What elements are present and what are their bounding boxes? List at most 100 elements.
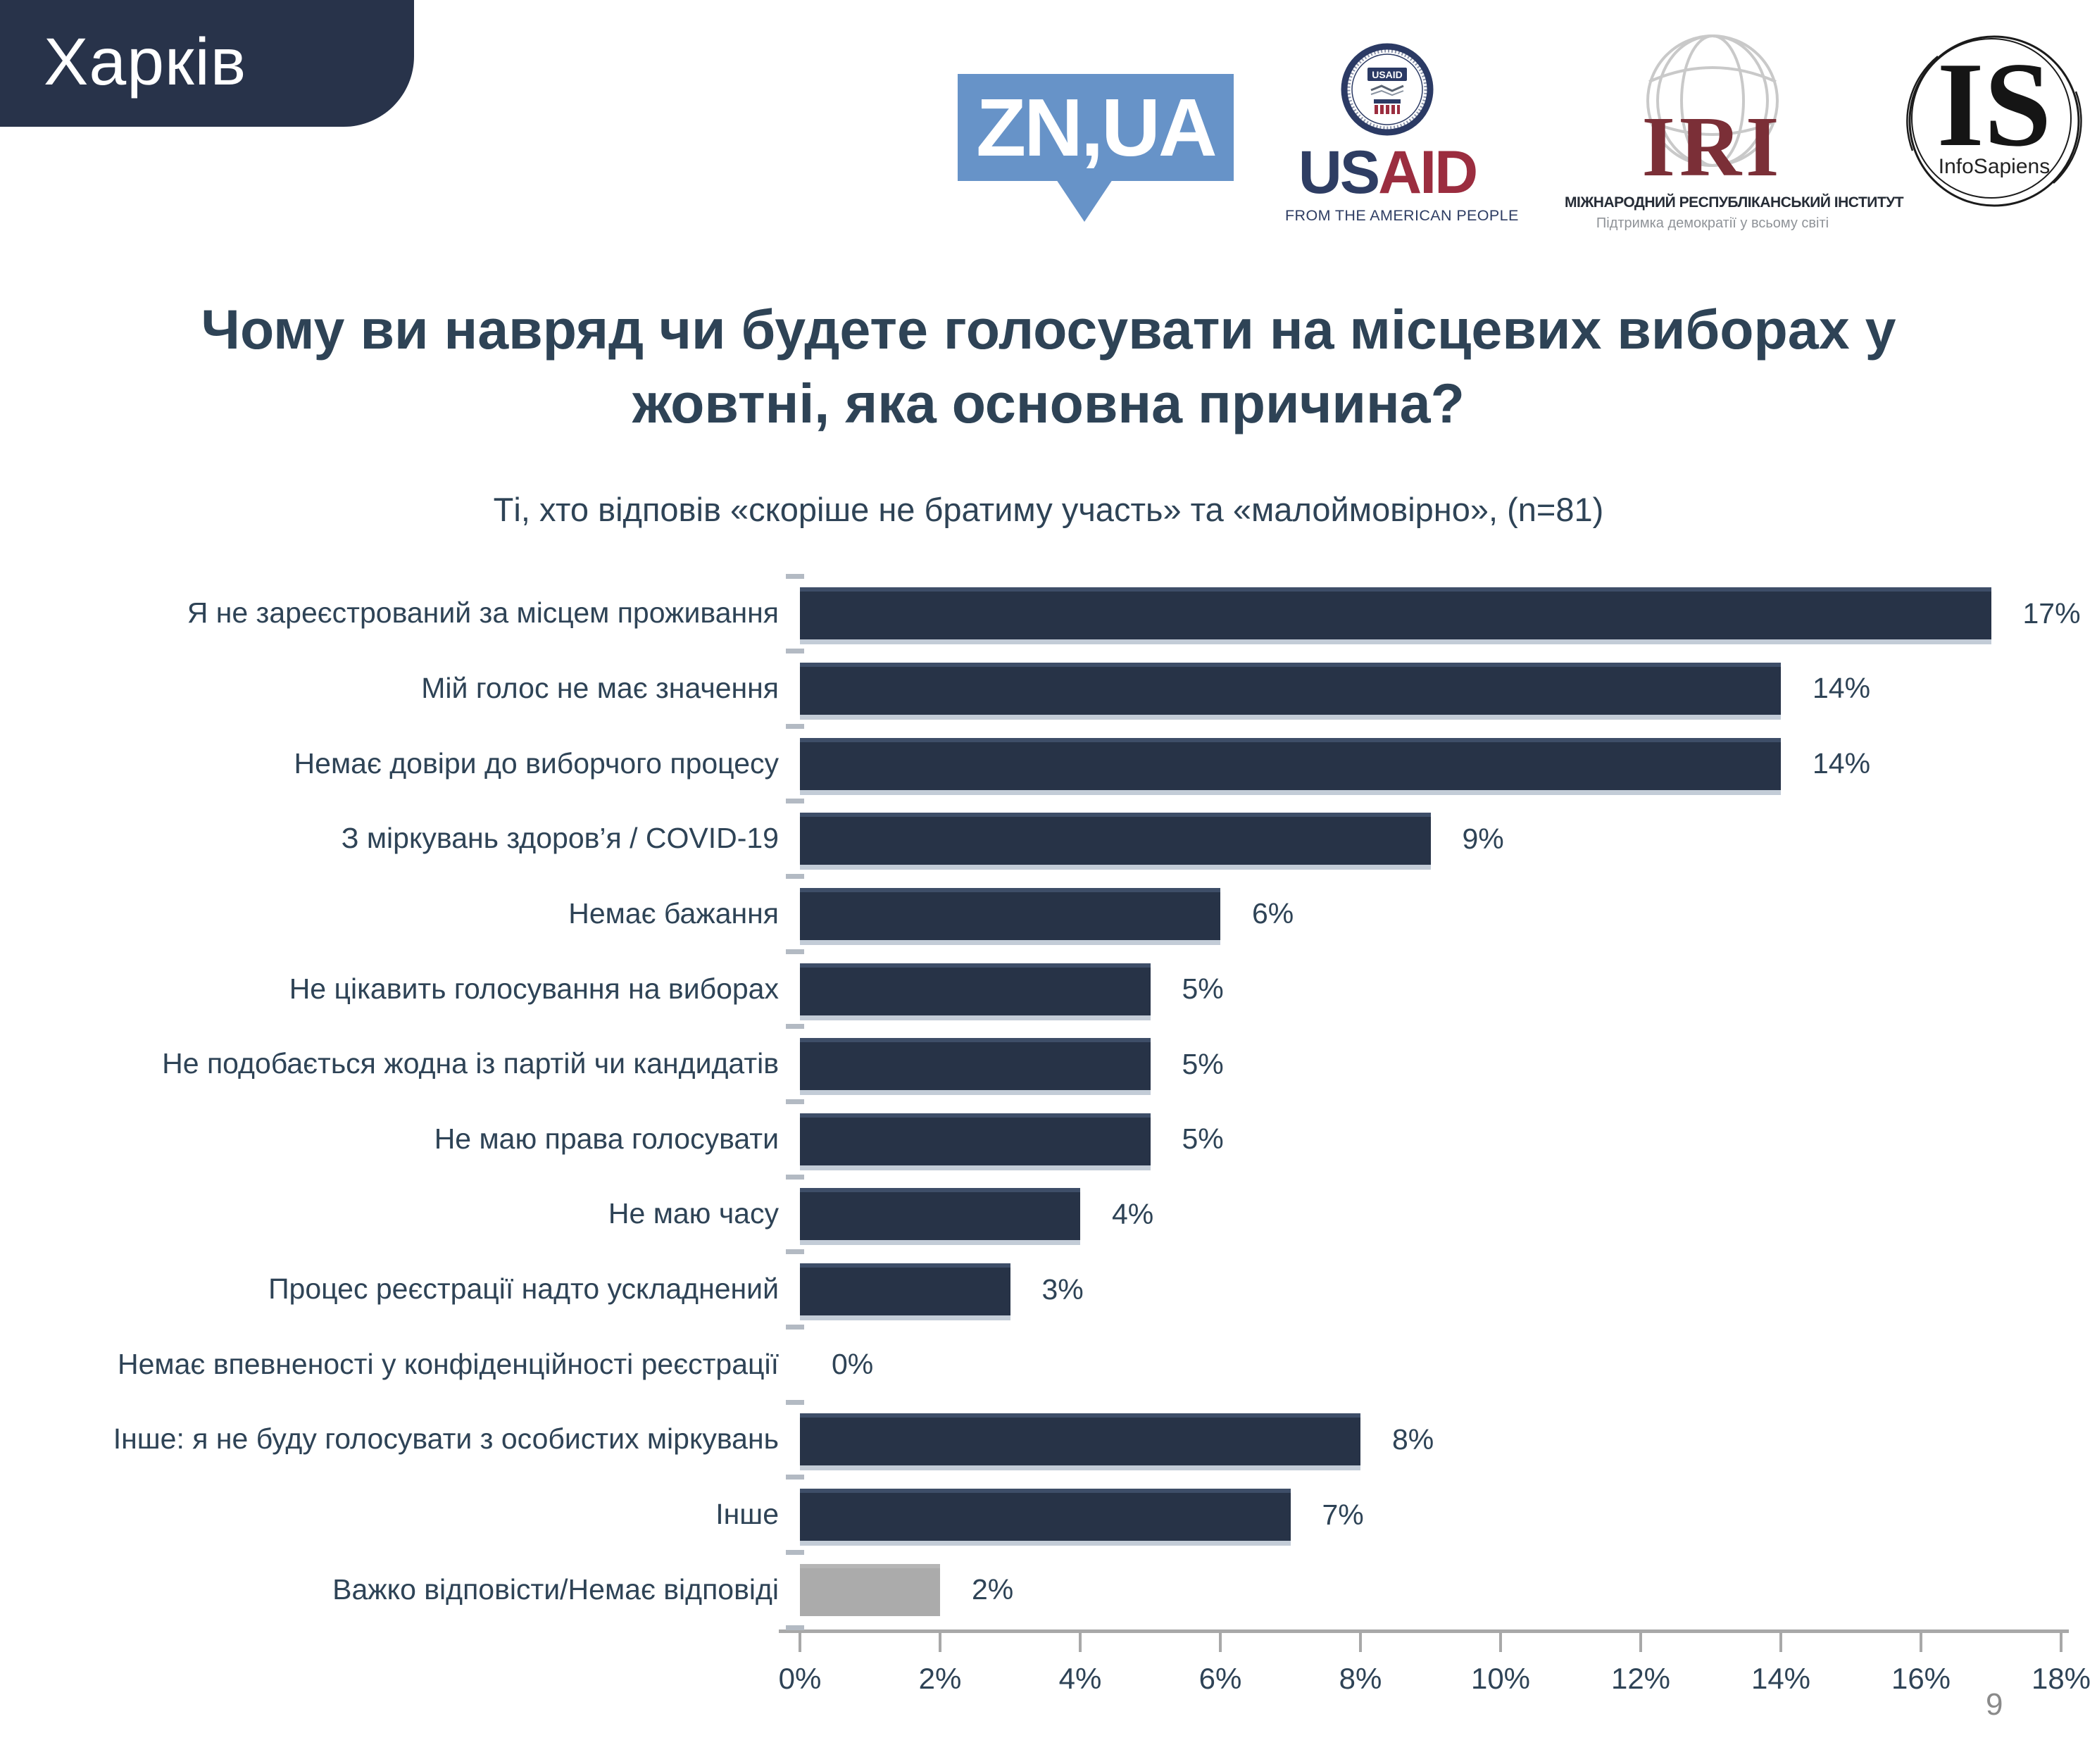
- category-label: Мій голос не має значення: [421, 672, 779, 704]
- iri-globe-icon: [1646, 35, 1779, 167]
- category-label: Немає бажання: [568, 896, 779, 930]
- bar-area: 0%: [800, 1339, 873, 1391]
- bar-area: 9%: [800, 813, 1504, 865]
- value-label: 4%: [1112, 1197, 1154, 1230]
- category-axis-tick: [786, 723, 804, 729]
- usaid-tagline: FROM THE AMERICAN PEOPLE: [1285, 207, 1519, 224]
- bar: [800, 813, 1431, 865]
- bar: [800, 737, 1781, 790]
- bar: [800, 963, 1151, 1015]
- usaid-wordmark: USAID: [1285, 142, 1489, 203]
- category-axis-tick: [786, 649, 804, 654]
- x-axis-tick: [1359, 1633, 1362, 1652]
- category-axis-tick: [786, 1099, 804, 1105]
- znua-logo-label: ZN,UA: [976, 82, 1217, 173]
- chart-row: Не цікавить голосування на виборах 5%: [0, 951, 2097, 1027]
- category-axis-tick: [786, 573, 804, 579]
- value-label: 3%: [1041, 1272, 1084, 1306]
- bar: [800, 1188, 1080, 1241]
- bar-area: 7%: [800, 1489, 1364, 1541]
- chart-row: Процес реєстрації надто ускладнений 3%: [0, 1252, 2097, 1327]
- category-label: Важко відповісти/Немає відповіді: [332, 1572, 779, 1606]
- category-axis-tick: [786, 1399, 804, 1405]
- bar: [800, 662, 1781, 715]
- category-label: Не маю часу: [608, 1197, 779, 1230]
- znua-logo: ZN,UA: [958, 74, 1234, 181]
- value-label: 14%: [1813, 747, 1871, 780]
- category-label: Немає довіри до виборчого процесу: [294, 746, 779, 780]
- value-label: 14%: [1813, 672, 1871, 705]
- bar-area: 4%: [800, 1188, 1154, 1241]
- bar: [800, 1489, 1291, 1541]
- category-axis-tick: [786, 1625, 804, 1630]
- chart-row: Не маю права голосувати 5%: [0, 1101, 2097, 1177]
- bar-area: 14%: [800, 662, 1871, 715]
- chart-row: Інше 7%: [0, 1477, 2097, 1553]
- infosapiens-acronym: IS: [1937, 38, 2052, 172]
- x-axis-tick: [939, 1633, 941, 1652]
- znua-logo-tail: [1056, 180, 1113, 222]
- category-axis-tick: [786, 1475, 804, 1480]
- bar-area: 2%: [800, 1563, 1014, 1616]
- x-axis-tick-label: 4%: [1058, 1662, 1102, 1695]
- x-axis-tick-label: 16%: [1891, 1662, 1951, 1695]
- value-label: 9%: [1462, 822, 1504, 855]
- value-label: 2%: [972, 1573, 1014, 1606]
- x-axis-tick: [1639, 1633, 1642, 1652]
- bar-area: 5%: [800, 1113, 1224, 1165]
- iri-acronym: IRI: [1641, 99, 1784, 194]
- chart-row: Я не зареєстрований за місцем проживання…: [0, 576, 2097, 651]
- x-axis-tick-label: 14%: [1751, 1662, 1811, 1695]
- category-label: Процес реєстрації надто ускладнений: [268, 1272, 779, 1306]
- category-label: Не подобається жодна із партій чи кандид…: [162, 1047, 779, 1080]
- x-axis-tick: [1920, 1633, 1922, 1652]
- value-label: 0%: [832, 1348, 874, 1381]
- x-axis-tick-label: 18%: [2031, 1662, 2091, 1695]
- category-label: Я не зареєстрований за місцем проживання: [187, 596, 779, 630]
- bar: [800, 1413, 1360, 1466]
- value-label: 8%: [1392, 1422, 1434, 1456]
- value-label: 5%: [1182, 1047, 1224, 1080]
- bar-area: 5%: [800, 963, 1224, 1015]
- x-axis-tick: [1779, 1633, 1782, 1652]
- iri-tagline: Підтримка демократії у всьому світі: [1596, 215, 1829, 231]
- usaid-wordmark-us: US: [1298, 139, 1380, 206]
- page-number: 9: [1986, 1687, 2003, 1722]
- chart-row: Інше: я не буду голосувати з особистих м…: [0, 1402, 2097, 1477]
- bar-area: 14%: [800, 737, 1871, 790]
- category-label: Інше: [715, 1498, 779, 1531]
- chart-row: Немає довіри до виборчого процесу 14%: [0, 726, 2097, 801]
- chart-row: Не подобається жодна із партій чи кандид…: [0, 1027, 2097, 1102]
- category-axis-tick: [786, 1325, 804, 1330]
- chart-row: Важко відповісти/Немає відповіді 2%: [0, 1552, 2097, 1627]
- bar-area: 8%: [800, 1413, 1434, 1466]
- x-axis-tick-label: 8%: [1339, 1662, 1382, 1695]
- x-axis-tick-label: 2%: [918, 1662, 962, 1695]
- value-label: 6%: [1252, 897, 1294, 930]
- bar: [800, 1563, 940, 1616]
- x-axis-tick: [2060, 1633, 2062, 1652]
- usaid-logo: USAID USAID FROM THE AMERICAN PEOPLE: [1285, 42, 1519, 225]
- category-label: Не маю права голосувати: [434, 1122, 779, 1155]
- x-axis-tick-label: 10%: [1470, 1662, 1531, 1695]
- bar: [800, 1038, 1151, 1091]
- x-axis-tick-label: 0%: [778, 1662, 822, 1695]
- x-axis-tick-label: 12%: [1610, 1662, 1671, 1695]
- chart-row: Не маю часу 4%: [0, 1177, 2097, 1252]
- bar: [800, 887, 1220, 940]
- category-axis-tick: [786, 1249, 804, 1255]
- x-axis-tick: [1499, 1633, 1502, 1652]
- category-axis-tick: [786, 949, 804, 954]
- category-label: Інше: я не буду голосувати з особистих м…: [113, 1422, 779, 1456]
- svg-text:USAID: USAID: [1372, 69, 1403, 80]
- bar: [800, 1113, 1151, 1165]
- infosapiens-name: InfoSapiens: [1939, 155, 2050, 178]
- bar-area: 6%: [800, 887, 1294, 940]
- bar: [800, 587, 1991, 640]
- chart-title: Чому ви навряд чи будете голосувати на м…: [201, 298, 1896, 435]
- category-axis-tick: [786, 1174, 804, 1180]
- value-label: 17%: [2022, 596, 2081, 630]
- bar-area: 3%: [800, 1263, 1084, 1316]
